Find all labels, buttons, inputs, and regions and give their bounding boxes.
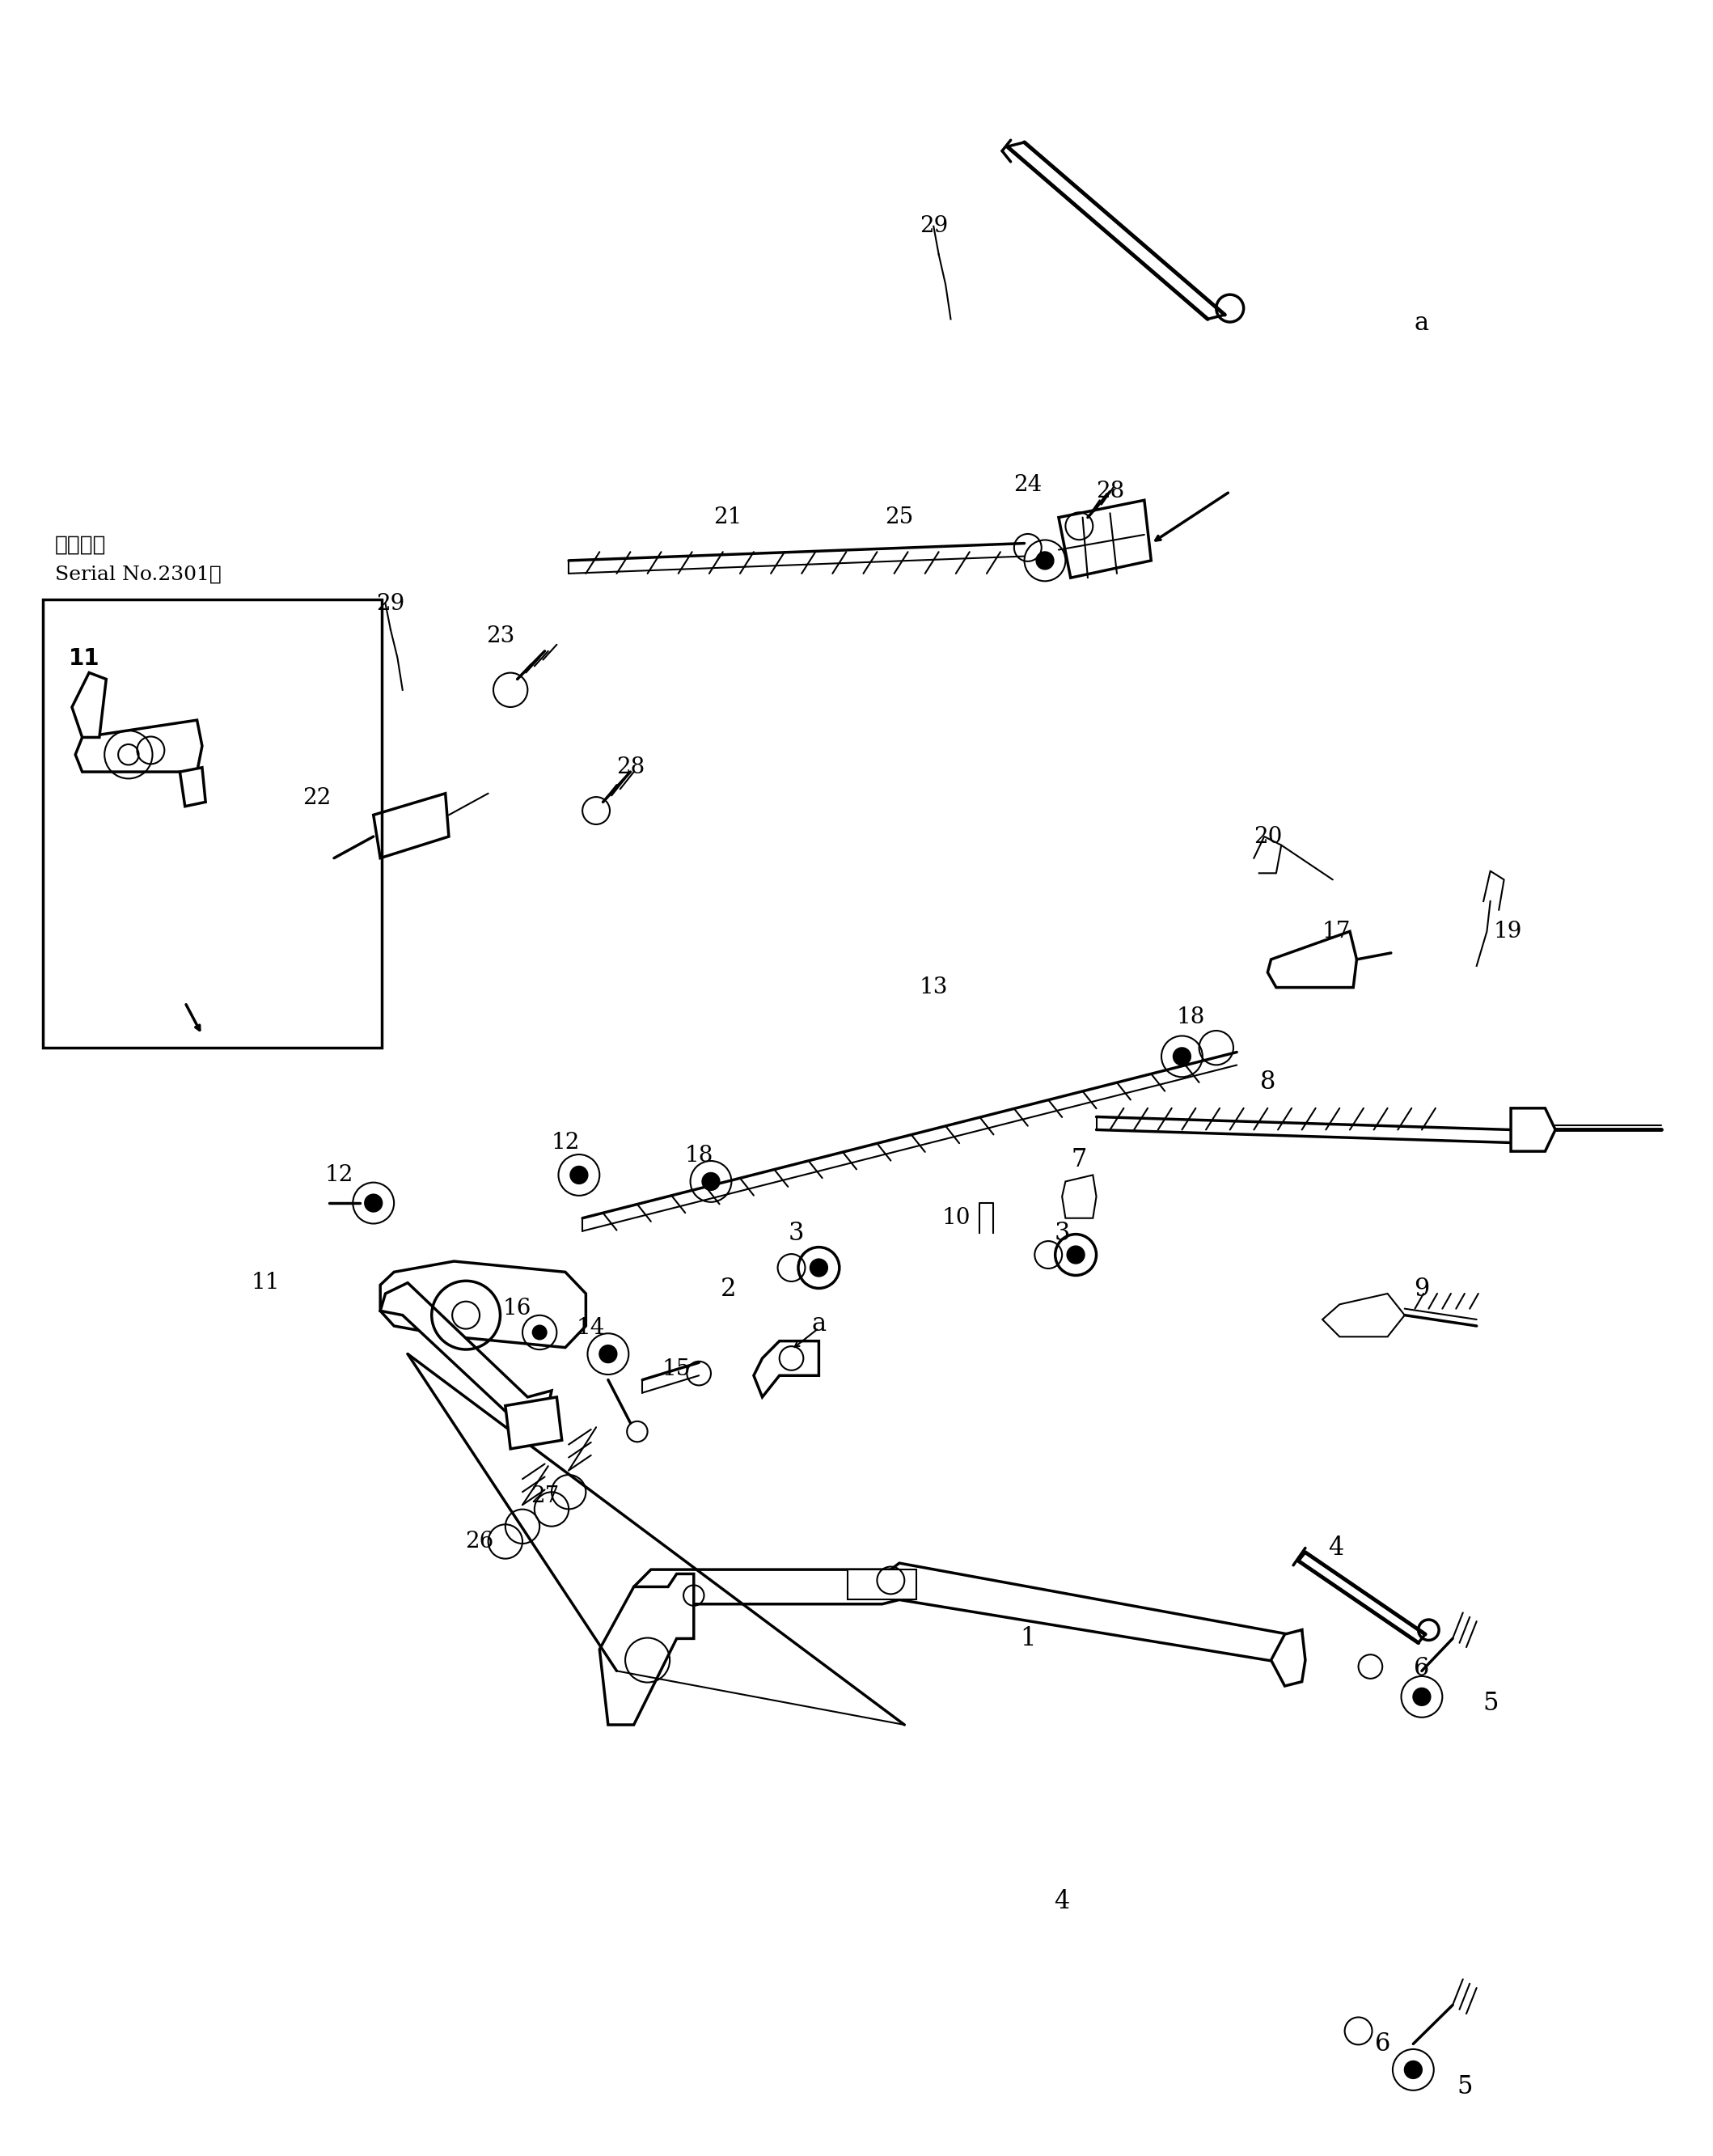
Text: 18: 18 <box>685 1145 713 1166</box>
Polygon shape <box>1271 1630 1305 1686</box>
Text: 6: 6 <box>1374 2031 1391 2057</box>
Text: 5: 5 <box>1482 1690 1499 1716</box>
Text: 4: 4 <box>1328 1535 1345 1561</box>
Text: 12: 12 <box>552 1132 579 1153</box>
Text: 14: 14 <box>577 1317 605 1339</box>
Polygon shape <box>600 1574 694 1725</box>
Text: 26: 26 <box>466 1531 493 1552</box>
Circle shape <box>600 1345 617 1363</box>
Text: 3: 3 <box>1053 1220 1071 1246</box>
Text: 16: 16 <box>504 1298 531 1319</box>
Circle shape <box>702 1173 719 1190</box>
Polygon shape <box>180 768 206 806</box>
Text: 23: 23 <box>486 625 514 647</box>
Text: 2: 2 <box>719 1276 737 1302</box>
Text: 1: 1 <box>1019 1626 1036 1651</box>
Polygon shape <box>848 1570 916 1600</box>
Text: a: a <box>812 1311 826 1337</box>
Circle shape <box>1173 1048 1191 1065</box>
Circle shape <box>533 1326 546 1339</box>
Polygon shape <box>1322 1294 1405 1337</box>
Text: 17: 17 <box>1322 921 1350 942</box>
Circle shape <box>1405 2061 1422 2078</box>
Text: 28: 28 <box>1096 481 1124 502</box>
Text: 適用号機: 適用号機 <box>55 535 106 554</box>
Circle shape <box>810 1259 827 1276</box>
Polygon shape <box>373 793 449 858</box>
Text: 4: 4 <box>1053 1889 1071 1915</box>
Polygon shape <box>1062 1175 1096 1218</box>
Text: 29: 29 <box>920 216 947 237</box>
Text: 20: 20 <box>1254 826 1281 847</box>
Polygon shape <box>505 1397 562 1449</box>
Polygon shape <box>75 720 202 772</box>
Circle shape <box>365 1194 382 1212</box>
Text: 24: 24 <box>1014 474 1042 496</box>
Polygon shape <box>380 1261 586 1348</box>
Polygon shape <box>380 1283 552 1427</box>
Polygon shape <box>1268 931 1357 987</box>
Text: 22: 22 <box>303 787 331 808</box>
Text: 13: 13 <box>920 977 947 998</box>
Text: 11: 11 <box>69 647 99 671</box>
Text: 8: 8 <box>1259 1069 1276 1095</box>
Polygon shape <box>625 1563 1302 1664</box>
Text: 11: 11 <box>252 1272 279 1294</box>
Text: 18: 18 <box>1177 1007 1204 1028</box>
Polygon shape <box>754 1341 819 1397</box>
Text: 19: 19 <box>1494 921 1521 942</box>
Text: 15: 15 <box>663 1358 690 1380</box>
Text: 6: 6 <box>1413 1656 1430 1682</box>
Text: 28: 28 <box>617 757 644 778</box>
Text: 3: 3 <box>788 1220 805 1246</box>
Circle shape <box>1413 1688 1430 1705</box>
Text: 5: 5 <box>1456 2074 1473 2100</box>
Bar <box>43 599 382 1048</box>
Text: a: a <box>1415 310 1429 336</box>
Text: Serial No.2301～: Serial No.2301～ <box>55 565 221 584</box>
Text: 25: 25 <box>886 507 913 528</box>
Text: 29: 29 <box>377 593 404 614</box>
Text: 27: 27 <box>531 1485 558 1507</box>
Circle shape <box>1036 552 1053 569</box>
Text: 12: 12 <box>325 1164 353 1186</box>
Polygon shape <box>1059 500 1151 578</box>
Circle shape <box>570 1166 588 1184</box>
Text: 7: 7 <box>1071 1147 1088 1173</box>
Polygon shape <box>72 673 106 737</box>
Polygon shape <box>1511 1108 1555 1151</box>
Circle shape <box>1067 1246 1084 1263</box>
Text: 9: 9 <box>1413 1276 1430 1302</box>
Text: 10: 10 <box>942 1207 970 1229</box>
Text: 21: 21 <box>714 507 742 528</box>
